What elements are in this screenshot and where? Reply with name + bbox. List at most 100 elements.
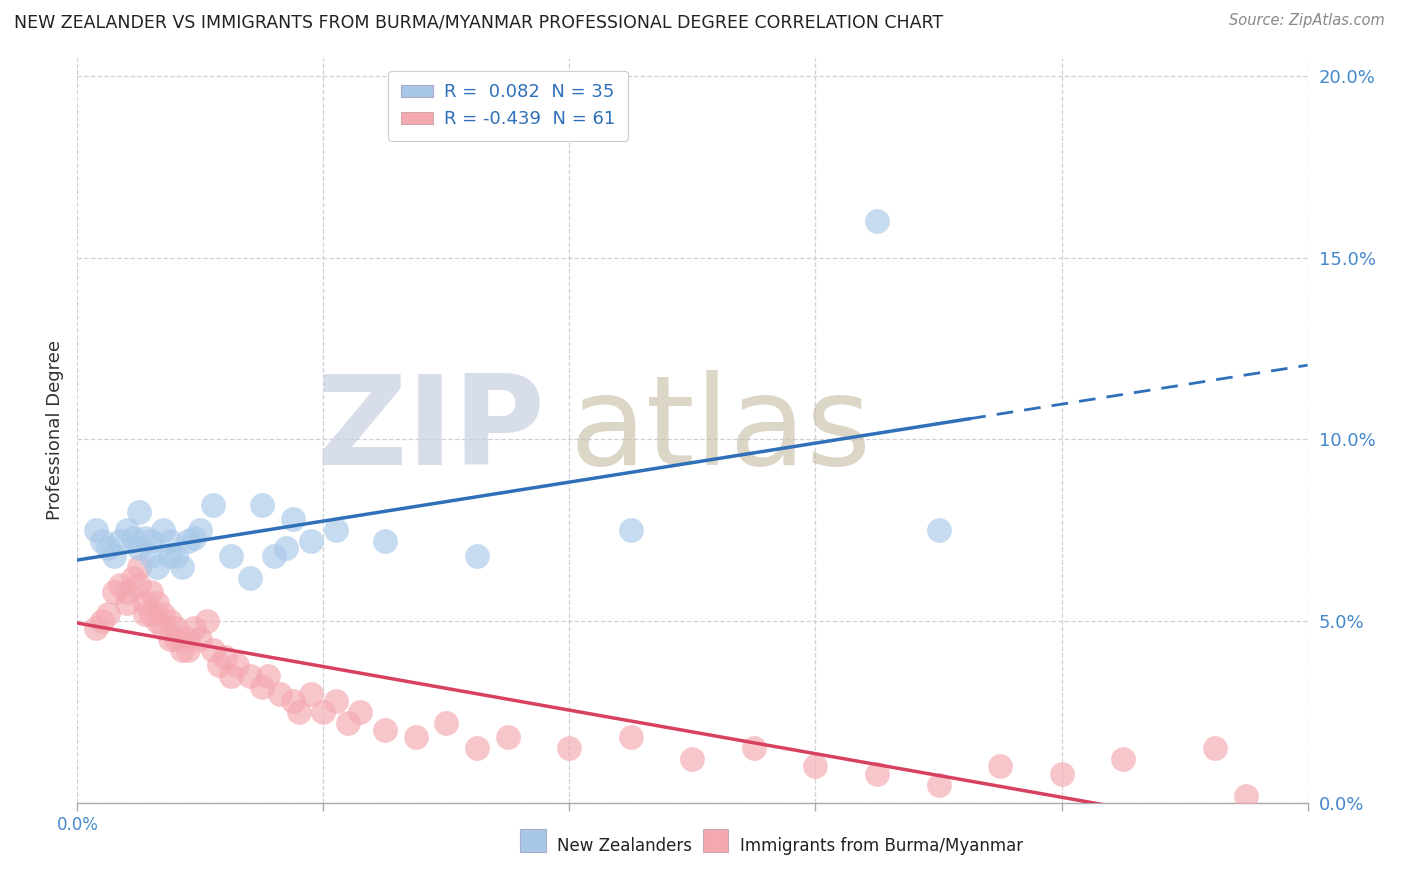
Text: 0.0%: 0.0% bbox=[56, 816, 98, 834]
Point bbox=[239, 570, 262, 584]
Point bbox=[325, 694, 347, 708]
Point bbox=[84, 621, 107, 635]
Point bbox=[110, 578, 132, 592]
Point bbox=[141, 534, 163, 549]
Point bbox=[183, 531, 205, 545]
Point bbox=[804, 759, 827, 773]
Point bbox=[312, 705, 335, 719]
Point bbox=[496, 731, 519, 745]
Point bbox=[742, 741, 765, 756]
Point bbox=[177, 643, 200, 657]
Point bbox=[128, 559, 150, 574]
Point bbox=[250, 498, 273, 512]
Point bbox=[465, 741, 488, 756]
Point bbox=[121, 570, 143, 584]
Point bbox=[219, 549, 242, 563]
Point bbox=[250, 680, 273, 694]
Point bbox=[374, 723, 396, 738]
Point bbox=[146, 559, 169, 574]
Point bbox=[620, 731, 643, 745]
Text: Source: ZipAtlas.com: Source: ZipAtlas.com bbox=[1229, 13, 1385, 29]
Point bbox=[239, 668, 262, 682]
Point bbox=[165, 632, 187, 647]
Point bbox=[288, 705, 311, 719]
Point bbox=[170, 559, 193, 574]
Point bbox=[558, 741, 581, 756]
Point bbox=[177, 534, 200, 549]
Legend: R =  0.082  N = 35, R = -0.439  N = 61: R = 0.082 N = 35, R = -0.439 N = 61 bbox=[388, 70, 628, 141]
Point bbox=[195, 614, 218, 628]
Point bbox=[866, 766, 889, 780]
Point bbox=[183, 621, 205, 635]
Point bbox=[141, 549, 163, 563]
Point bbox=[208, 657, 231, 672]
Point bbox=[257, 668, 280, 682]
Point bbox=[374, 534, 396, 549]
Point bbox=[84, 524, 107, 538]
Point bbox=[299, 687, 322, 701]
Point bbox=[226, 657, 249, 672]
Point bbox=[281, 512, 304, 526]
Text: New Zealanders: New Zealanders bbox=[557, 837, 692, 855]
Point bbox=[146, 614, 169, 628]
Point bbox=[134, 531, 156, 545]
Point bbox=[1050, 766, 1073, 780]
Point bbox=[263, 549, 285, 563]
Point bbox=[97, 541, 120, 556]
Text: atlas: atlas bbox=[569, 370, 872, 491]
Point bbox=[214, 650, 236, 665]
Point bbox=[436, 715, 458, 730]
Point bbox=[219, 668, 242, 682]
Point bbox=[159, 632, 181, 647]
Point bbox=[152, 621, 174, 635]
Point bbox=[121, 531, 143, 545]
Point bbox=[103, 585, 125, 599]
Point bbox=[866, 214, 889, 228]
Point bbox=[146, 596, 169, 610]
Text: Immigrants from Burma/Myanmar: Immigrants from Burma/Myanmar bbox=[740, 837, 1022, 855]
Point bbox=[170, 643, 193, 657]
Point bbox=[269, 687, 291, 701]
Text: ZIP: ZIP bbox=[316, 370, 546, 491]
Point bbox=[159, 549, 181, 563]
Point bbox=[90, 534, 114, 549]
Point bbox=[152, 607, 174, 621]
Point bbox=[1204, 741, 1226, 756]
Point bbox=[299, 534, 322, 549]
Point bbox=[349, 705, 371, 719]
Point bbox=[152, 524, 174, 538]
Point bbox=[928, 778, 950, 792]
Point bbox=[276, 541, 298, 556]
Point bbox=[1234, 789, 1257, 803]
Point bbox=[128, 541, 150, 556]
Point bbox=[141, 585, 163, 599]
Point bbox=[201, 498, 224, 512]
Point bbox=[97, 607, 120, 621]
Text: NEW ZEALANDER VS IMMIGRANTS FROM BURMA/MYANMAR PROFESSIONAL DEGREE CORRELATION C: NEW ZEALANDER VS IMMIGRANTS FROM BURMA/M… bbox=[14, 13, 943, 31]
Point bbox=[201, 643, 224, 657]
Point bbox=[188, 524, 212, 538]
Point bbox=[1112, 752, 1135, 766]
Point bbox=[281, 694, 304, 708]
Point bbox=[115, 596, 138, 610]
Point bbox=[465, 549, 488, 563]
Point bbox=[128, 505, 150, 519]
Point bbox=[141, 607, 163, 621]
Point bbox=[928, 524, 950, 538]
Point bbox=[159, 614, 181, 628]
Point bbox=[134, 607, 156, 621]
Y-axis label: Professional Degree: Professional Degree bbox=[46, 341, 65, 520]
Point bbox=[188, 632, 212, 647]
Point bbox=[134, 596, 156, 610]
Point bbox=[128, 578, 150, 592]
Point bbox=[337, 715, 360, 730]
Point bbox=[90, 614, 114, 628]
Point bbox=[115, 585, 138, 599]
Point bbox=[159, 534, 181, 549]
Point bbox=[620, 524, 643, 538]
Point bbox=[682, 752, 704, 766]
Point bbox=[325, 524, 347, 538]
Point bbox=[115, 524, 138, 538]
Point bbox=[177, 632, 200, 647]
Point bbox=[103, 549, 125, 563]
